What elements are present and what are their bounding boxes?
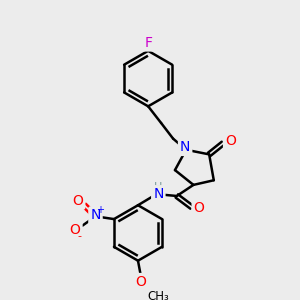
Text: O: O	[135, 275, 146, 289]
Text: O: O	[225, 134, 236, 148]
Text: O: O	[70, 223, 81, 237]
Text: +: +	[96, 205, 104, 215]
Text: O: O	[194, 201, 204, 215]
Text: CH₃: CH₃	[147, 290, 169, 300]
Text: -: -	[78, 231, 82, 241]
Text: N: N	[90, 208, 101, 222]
Text: F: F	[144, 35, 152, 50]
Text: N: N	[180, 140, 190, 154]
Text: O: O	[73, 194, 83, 208]
Text: N: N	[153, 187, 164, 201]
Text: H: H	[154, 182, 163, 192]
